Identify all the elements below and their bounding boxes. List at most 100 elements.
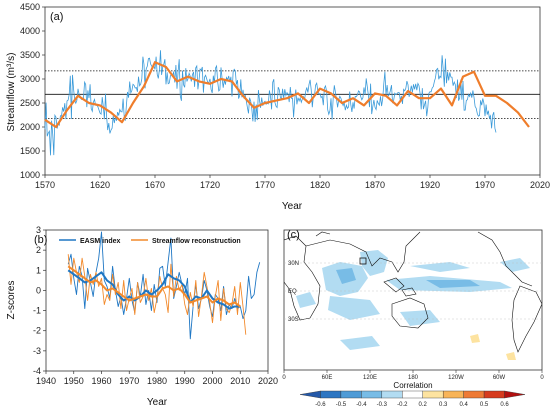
b-ytick-label-1: 1: [36, 265, 41, 275]
panel-b-y-ticks: -4 -3 -2 -1 0 1 2 3: [33, 225, 46, 376]
colorbar-seg-9: [483, 390, 505, 399]
b-ytick-label--3: -3: [33, 346, 41, 356]
patch-strong-pacific: [426, 280, 480, 288]
colorbar-seg-2: [340, 390, 362, 399]
legend-label-streamflow: Streamflow reconstruction: [152, 238, 241, 245]
panel-c-label: (c): [287, 229, 300, 241]
positive-patches: [470, 334, 516, 360]
b-series-smooth-2: [67, 269, 241, 310]
map-lon-label-1: 60E: [322, 375, 333, 381]
panel-a-x-ticks: 1570 1620 1670 1720 1770 1820 1870 1920 1970 2020: [35, 175, 550, 190]
patch-south-atlantic: [296, 292, 316, 308]
panel-b-legend: EASM index Streamflow reconstruction: [59, 238, 241, 245]
coast-north-america: [477, 231, 533, 287]
panel-b: (b) -4 -3 -2 -1 0 1 2 3 1940 1950 1960 1970 1980 199…: [6, 225, 278, 408]
b-xtick-label-1960: 1960: [91, 376, 111, 386]
patch-strong-indian: [336, 268, 356, 284]
colorbar-tick-6: 0.3: [439, 402, 448, 408]
colorbar-tick-0: -0.6: [315, 402, 326, 408]
colorbar-tick-9: 0.6: [500, 402, 509, 408]
map-lon-label-0: 0: [282, 375, 286, 381]
colorbar-tick-1: -0.5: [336, 402, 347, 408]
b-xtick-label-2000: 2000: [202, 376, 222, 386]
colorbar-tick-4: -0.2: [397, 402, 408, 408]
a-ytick-label-2500: 2500: [20, 98, 40, 108]
a-xtick-label-1620: 1620: [90, 180, 110, 190]
panel-b-label: (b): [34, 234, 47, 246]
map-lat-label-30N: 30N: [288, 261, 299, 267]
b-ytick-label--4: -4: [33, 366, 41, 376]
a-xtick-label-1920: 1920: [420, 180, 440, 190]
coast-africa: [284, 235, 321, 321]
b-xtick-label-1940: 1940: [36, 376, 56, 386]
a-xtick-label-1670: 1670: [145, 180, 165, 190]
b-series-smooth-3: [67, 265, 241, 308]
map-body: [284, 231, 542, 360]
colorbar-seg-4: [381, 390, 403, 399]
patch-southern-ocean: [340, 336, 380, 350]
b-series-annual-1: [67, 254, 247, 335]
b-xtick-label-1990: 1990: [175, 376, 195, 386]
panel-b-series: [67, 231, 261, 340]
panel-a: (a) 1000 1500 2000 2500 3000 3500 4000 4500 157…: [6, 2, 550, 212]
a-xtick-label-1820: 1820: [310, 180, 330, 190]
panel-a-y-ticks: 1000 1500 2000 2500 3000 3500 4000 4500: [20, 2, 45, 180]
map-frame: [283, 229, 543, 371]
patch-positive-2: [506, 352, 516, 360]
colorbar-seg-3: [361, 390, 383, 399]
b-ytick-label-3: 3: [36, 225, 41, 235]
a-xtick-label-1870: 1870: [365, 180, 385, 190]
map-gridlines: [284, 262, 542, 320]
map-lon-ticks: 0 60E 120E 180 120W 60W 0: [282, 370, 544, 381]
a-xtick-label-2020: 2020: [530, 180, 550, 190]
colorbar-tick-5: 0.2: [419, 402, 428, 408]
b-ytick-label-0: 0: [36, 285, 41, 295]
a-ytick-label-1500: 1500: [20, 146, 40, 156]
map-lat-label-EQ: EQ: [288, 289, 297, 295]
coast-indonesia: [383, 277, 417, 297]
colorbar-tick-7: 0.4: [459, 402, 468, 408]
a-ytick-label-4000: 4000: [20, 26, 40, 36]
map-lon-label-3: 180: [408, 375, 419, 381]
colorbar-tick-2: -0.4: [356, 402, 367, 408]
panel-b-x-ticks: 1940 1950 1960 1970 1980 1990 2000 2010 2020: [36, 371, 278, 386]
colorbar-seg-1: [320, 390, 342, 399]
b-xtick-label-1950: 1950: [64, 376, 84, 386]
colorbar: -0.6 -0.5 -0.4 -0.3 -0.2 0.2 0.3 0.4 0.5 0.6: [299, 390, 526, 408]
map-lat-ticks: 30N EQ 30S: [288, 261, 299, 323]
colorbar-seg-10: [504, 390, 526, 399]
colorbar-tick-8: 0.5: [480, 402, 489, 408]
legend-label-easm: EASM index: [80, 238, 121, 245]
b-xtick-label-2010: 2010: [230, 376, 250, 386]
b-xtick-label-1980: 1980: [147, 376, 167, 386]
a-xtick-label-1970: 1970: [475, 180, 495, 190]
panel-a-label: (a): [50, 11, 63, 23]
colorbar-seg-6: [422, 390, 444, 399]
b-ytick-label-2: 2: [36, 245, 41, 255]
a-ytick-label-1000: 1000: [20, 170, 40, 180]
coast-asia: [305, 231, 421, 273]
colorbar-seg-0: [299, 390, 321, 399]
colorbar-tick-3: -0.3: [377, 402, 388, 408]
panel-a-series: [44, 50, 530, 156]
coast-australia: [391, 297, 429, 329]
panel-a-frame: [44, 6, 541, 176]
a-smooth-series-line: [44, 61, 530, 129]
correlation-patches-strong: [336, 268, 480, 288]
a-xtick-label-1570: 1570: [35, 180, 55, 190]
map-lon-label-4: 120W: [448, 375, 464, 381]
coast-south-america: [511, 285, 542, 353]
a-ytick-label-3000: 3000: [20, 74, 40, 84]
colorbar-seg-8: [463, 390, 485, 399]
map-lat-label-30S: 30S: [288, 317, 299, 323]
panel-a-ylabel: Streamflow (m³/s): [6, 53, 17, 132]
b-ytick-label--2: -2: [33, 326, 41, 336]
b-xtick-label-2020: 2020: [258, 376, 278, 386]
panel-b-xlabel: Year: [147, 397, 168, 408]
a-ytick-label-2000: 2000: [20, 122, 40, 132]
patch-atlantic: [500, 258, 530, 272]
b-series-annual-0: [67, 231, 261, 340]
map-lon-label-5: 60W: [493, 375, 506, 381]
